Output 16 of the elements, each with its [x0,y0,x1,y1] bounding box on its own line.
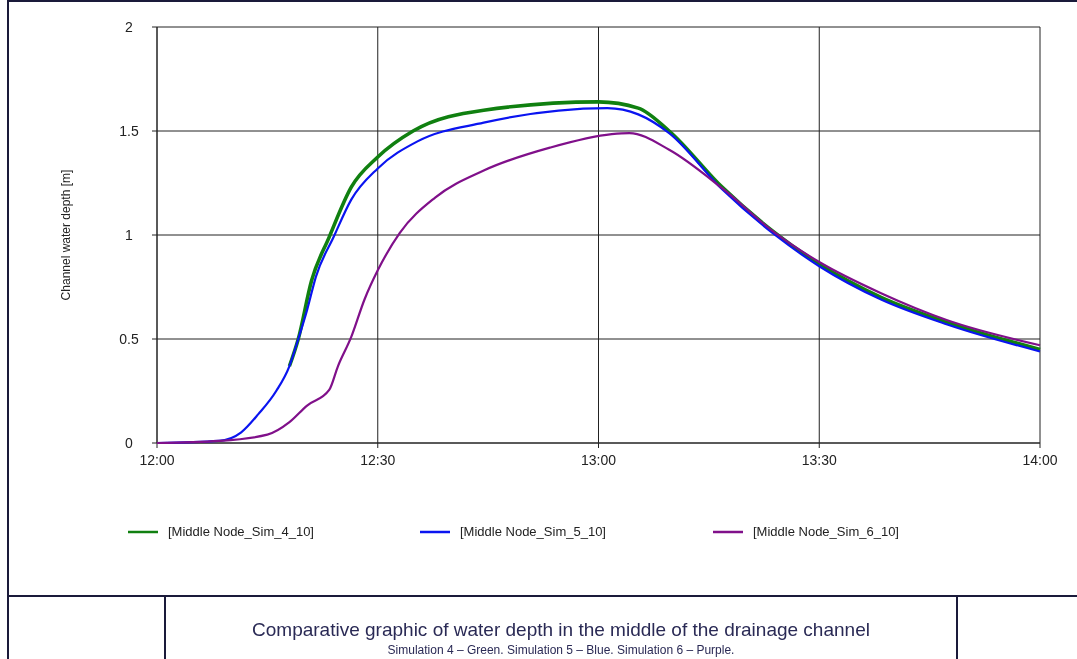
y-axis-title: Channel water depth [m] [59,169,73,301]
y-tick-label: 1.5 [119,123,139,139]
legend-label: [Middle Node_Sim_6_10] [753,524,899,539]
y-tick-label: 0 [125,435,134,451]
y-tick-label: 1 [125,227,134,243]
legend-label: [Middle Node_Sim_4_10] [168,524,314,539]
text: Comparative graphic of water depth in the middle of the drainage channel [252,619,870,640]
text: Simulation 4 – Green. Simulation 5 – Blue. Simulation 6 – Purple. [387,643,735,657]
x-tick-label: 13:30 [801,452,837,468]
x-tick-label: 12:30 [360,452,396,468]
legend-label: [Middle Node_Sim_5_10] [460,524,606,539]
x-tick-label: 14:00 [1022,452,1058,468]
x-tick-label: 13:00 [580,452,617,468]
x-tick-label: 12:00 [139,452,175,468]
y-tick-label: 2 [125,19,134,35]
y-tick-label: 0.5 [119,331,139,347]
